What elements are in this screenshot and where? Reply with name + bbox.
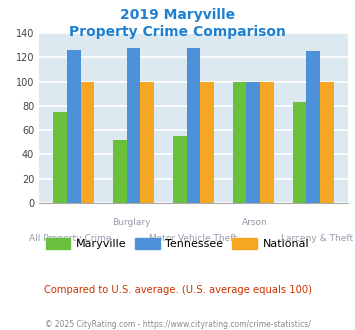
- Bar: [293, 102, 306, 203]
- Text: Arson: Arson: [242, 218, 268, 227]
- Bar: [81, 82, 94, 203]
- Bar: [233, 82, 246, 203]
- Bar: [200, 82, 214, 203]
- Text: Burglary: Burglary: [113, 218, 151, 227]
- Bar: [67, 50, 81, 203]
- Text: 2019 Maryville: 2019 Maryville: [120, 8, 235, 22]
- Legend: Maryville, Tennessee, National: Maryville, Tennessee, National: [42, 233, 313, 253]
- Bar: [306, 51, 320, 203]
- Bar: [113, 140, 127, 203]
- Text: Motor Vehicle Theft: Motor Vehicle Theft: [149, 234, 237, 243]
- Text: Compared to U.S. average. (U.S. average equals 100): Compared to U.S. average. (U.S. average …: [44, 285, 311, 295]
- Text: All Property Crime: All Property Crime: [29, 234, 111, 243]
- Text: © 2025 CityRating.com - https://www.cityrating.com/crime-statistics/: © 2025 CityRating.com - https://www.city…: [45, 320, 310, 329]
- Bar: [187, 48, 200, 203]
- Text: Property Crime Comparison: Property Crime Comparison: [69, 25, 286, 39]
- Bar: [53, 112, 67, 203]
- Bar: [127, 48, 141, 203]
- Bar: [260, 82, 274, 203]
- Text: Larceny & Theft: Larceny & Theft: [281, 234, 353, 243]
- Bar: [141, 82, 154, 203]
- Bar: [246, 82, 260, 203]
- Bar: [173, 136, 187, 203]
- Bar: [320, 82, 334, 203]
